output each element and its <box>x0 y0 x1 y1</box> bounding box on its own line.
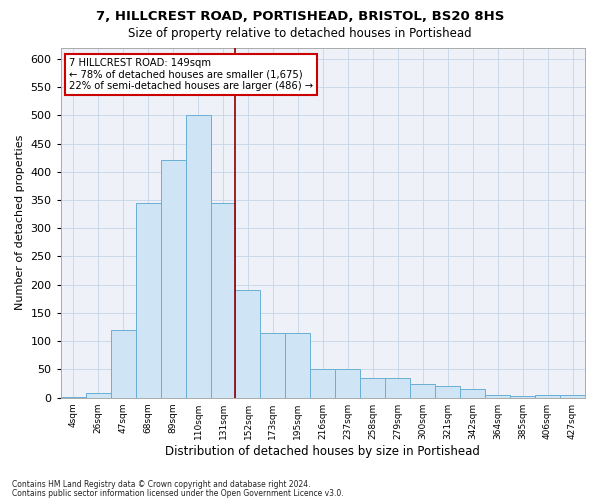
Bar <box>460 389 485 398</box>
Bar <box>485 395 510 398</box>
Bar <box>385 378 410 398</box>
Bar <box>260 333 286 398</box>
Bar <box>211 203 235 398</box>
Bar <box>136 203 161 398</box>
Bar <box>410 384 435 398</box>
Bar <box>110 330 136 398</box>
Bar <box>161 160 185 398</box>
Bar <box>361 378 385 398</box>
Bar <box>510 396 535 398</box>
Bar <box>535 395 560 398</box>
Text: Size of property relative to detached houses in Portishead: Size of property relative to detached ho… <box>128 28 472 40</box>
Bar <box>86 393 110 398</box>
Y-axis label: Number of detached properties: Number of detached properties <box>15 135 25 310</box>
Bar <box>560 395 585 398</box>
Text: Contains public sector information licensed under the Open Government Licence v3: Contains public sector information licen… <box>12 489 344 498</box>
Text: Contains HM Land Registry data © Crown copyright and database right 2024.: Contains HM Land Registry data © Crown c… <box>12 480 311 489</box>
X-axis label: Distribution of detached houses by size in Portishead: Distribution of detached houses by size … <box>166 444 480 458</box>
Bar <box>61 396 86 398</box>
Bar <box>286 333 310 398</box>
Bar <box>235 290 260 398</box>
Bar <box>185 116 211 398</box>
Bar <box>435 386 460 398</box>
Bar <box>335 370 361 398</box>
Text: 7 HILLCREST ROAD: 149sqm
← 78% of detached houses are smaller (1,675)
22% of sem: 7 HILLCREST ROAD: 149sqm ← 78% of detach… <box>68 58 313 91</box>
Text: 7, HILLCREST ROAD, PORTISHEAD, BRISTOL, BS20 8HS: 7, HILLCREST ROAD, PORTISHEAD, BRISTOL, … <box>96 10 504 23</box>
Bar <box>310 370 335 398</box>
